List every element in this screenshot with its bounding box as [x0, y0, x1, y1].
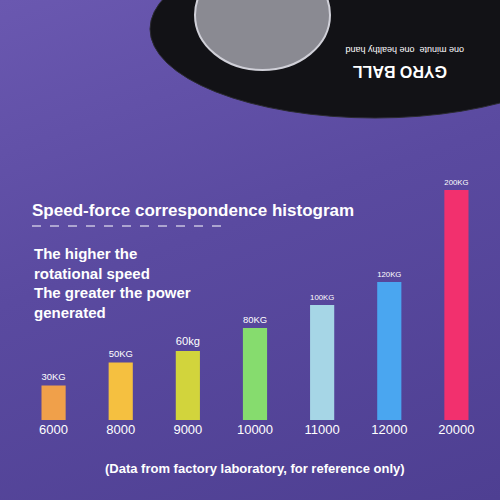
svg-text:120KG: 120KG: [377, 270, 401, 279]
svg-text:200KG: 200KG: [444, 178, 468, 187]
svg-text:(Data from factory laboratory,: (Data from factory laboratory, for refer…: [105, 461, 405, 476]
svg-text:Speed-force correspondence his: Speed-force correspondence histogram: [32, 201, 354, 220]
svg-text:30KG: 30KG: [42, 371, 66, 382]
svg-text:9000: 9000: [173, 422, 202, 437]
svg-text:100KG: 100KG: [310, 293, 334, 302]
svg-text:one minute one healthy hand: one minute one healthy hand: [345, 45, 464, 55]
svg-text:60kg: 60kg: [176, 335, 200, 347]
svg-text:8000: 8000: [106, 422, 135, 437]
svg-text:11000: 11000: [305, 422, 340, 437]
svg-text:GYRO BALL: GYRO BALL: [353, 63, 447, 80]
svg-text:80KG: 80KG: [243, 314, 267, 325]
svg-text:50KG: 50KG: [109, 348, 133, 359]
svg-text:10000: 10000: [237, 422, 273, 437]
svg-text:12000: 12000: [371, 422, 407, 437]
svg-text:20000: 20000: [438, 422, 474, 437]
svg-text:6000: 6000: [39, 422, 68, 437]
svg-text:The higher therotational speed: The higher therotational speedThe greate…: [34, 245, 191, 321]
